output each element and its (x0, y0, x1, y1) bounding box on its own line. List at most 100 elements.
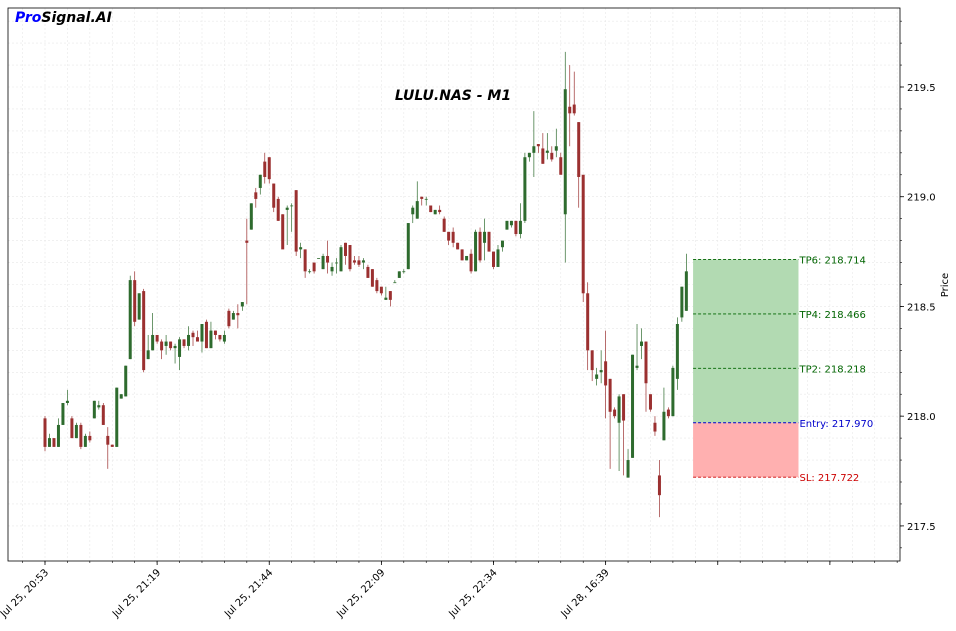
candle (554, 128, 558, 158)
candle-body (213, 330, 217, 335)
candle (397, 271, 401, 278)
candle (115, 387, 119, 447)
candle (415, 181, 419, 219)
candle-body (115, 387, 119, 447)
candle-body (245, 240, 249, 243)
brand-logo-part1: Pro (15, 10, 42, 26)
candle-body (662, 411, 666, 441)
y-tick-label: 218.0 (907, 412, 936, 423)
candle-body (536, 144, 540, 147)
candle (299, 242, 303, 259)
candle-body (173, 345, 177, 349)
candle-body (559, 157, 563, 175)
x-tick-label: Jul 25, 22:34 (446, 567, 499, 620)
candle (231, 310, 235, 320)
candle (79, 422, 83, 450)
candle-body (326, 255, 330, 263)
candle-body (195, 337, 199, 342)
level-label-tp2: TP2: 218.218 (798, 364, 865, 375)
y-tick-label: 218.5 (907, 302, 936, 313)
candle-body (666, 409, 670, 417)
candle-body (357, 260, 361, 265)
candle (204, 319, 208, 349)
candle (478, 227, 482, 263)
candle (505, 220, 509, 230)
candle-body (684, 271, 688, 311)
candle-body (348, 245, 352, 270)
candle (240, 302, 244, 311)
candle-body (496, 249, 500, 267)
candle (388, 291, 392, 307)
candle (644, 341, 648, 412)
candle-body (164, 341, 168, 346)
candle-body (514, 220, 518, 235)
x-tick-label: Jul 28, 16:39 (559, 567, 612, 620)
candle (684, 253, 688, 311)
candle-body (155, 334, 159, 342)
candle-body (617, 396, 621, 423)
candle (500, 240, 504, 252)
candle (357, 255, 361, 267)
candle-body (505, 220, 509, 230)
candle (290, 203, 294, 232)
candle (492, 251, 495, 270)
candle (518, 203, 522, 239)
candle-body (487, 231, 491, 252)
x-tick-label: Jul 25, 21:44 (222, 567, 275, 620)
candle (169, 341, 173, 351)
candle (222, 330, 226, 344)
candle-body (456, 242, 460, 250)
candle-body (608, 378, 612, 412)
candle (384, 286, 388, 300)
candle-body (254, 192, 258, 199)
candle (465, 255, 469, 261)
candle (61, 403, 65, 425)
candle-body (631, 354, 635, 458)
x-tick-label: Jul 25, 22:09 (334, 567, 387, 620)
candle (74, 422, 78, 439)
candle (469, 249, 473, 274)
candle-body (653, 422, 657, 432)
candle (496, 245, 500, 267)
candle-body (88, 435, 92, 441)
candle (411, 205, 415, 224)
candle (631, 354, 635, 458)
candle-body (402, 271, 406, 273)
candle-body (299, 247, 303, 250)
candle (509, 220, 513, 228)
candle (599, 350, 603, 384)
grid (8, 8, 900, 561)
candle (43, 416, 47, 452)
y-tick-label: 217.5 (907, 522, 936, 533)
candle-body (532, 146, 536, 153)
candle-body (52, 438, 56, 447)
candle (182, 339, 186, 349)
candle-body (110, 444, 114, 447)
candle (379, 286, 383, 296)
candle (88, 431, 92, 443)
candle-body (227, 310, 231, 327)
candle-body (595, 374, 599, 379)
candle (151, 313, 155, 351)
candle-body (545, 150, 549, 153)
candle-body (393, 282, 397, 284)
candle (429, 205, 433, 213)
candle-body (577, 122, 581, 177)
candle (460, 249, 464, 261)
candle (474, 229, 478, 272)
candle-body (406, 223, 410, 270)
candle (608, 378, 612, 469)
candle-body (590, 350, 594, 371)
candle-body (43, 418, 47, 447)
candle (312, 262, 316, 274)
y-tick-label: 219.0 (907, 193, 936, 204)
candle (402, 269, 406, 274)
candle-body (101, 405, 105, 425)
candle (335, 258, 339, 274)
candle (590, 350, 594, 382)
level-label-tp4: TP4: 218.466 (798, 310, 865, 321)
candle (191, 330, 195, 346)
candle-body (648, 394, 652, 410)
candle-body (47, 438, 51, 447)
candle-body (128, 280, 132, 360)
